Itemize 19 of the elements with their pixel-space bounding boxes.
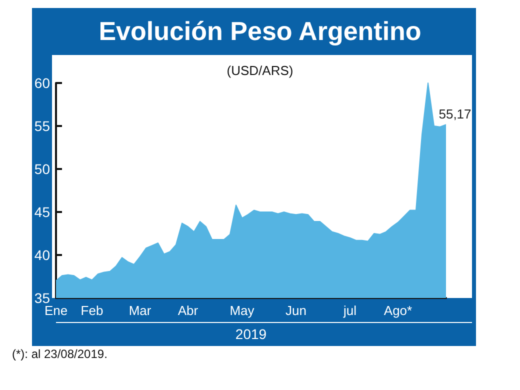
chart-title: Evolución Peso Argentino: [98, 16, 422, 46]
chart-subtitle: (USD/ARS): [226, 63, 294, 78]
x-tick-label: jul: [342, 303, 357, 318]
y-tick-label: 45: [34, 204, 50, 220]
y-tick-label: 55: [34, 118, 50, 134]
x-tick-label: Feb: [80, 303, 104, 318]
x-tick-label: Abr: [178, 303, 199, 318]
x-tick-label: Ene: [44, 303, 68, 318]
x-tick-label: May: [230, 303, 255, 318]
y-tick-label: 60: [34, 75, 50, 91]
x-tick-label: Jun: [286, 303, 306, 318]
x-tick-label: Mar: [128, 303, 152, 318]
y-tick-label: 50: [34, 161, 50, 177]
x-tick-label: Ago*: [384, 303, 412, 318]
data-label: 55,17: [438, 106, 472, 122]
y-tick-label: 40: [34, 247, 50, 263]
x-axis-title: 2019: [235, 326, 267, 342]
text: (*): al 23/08/2019.: [12, 347, 108, 361]
y-tick-label: 35: [34, 290, 50, 306]
